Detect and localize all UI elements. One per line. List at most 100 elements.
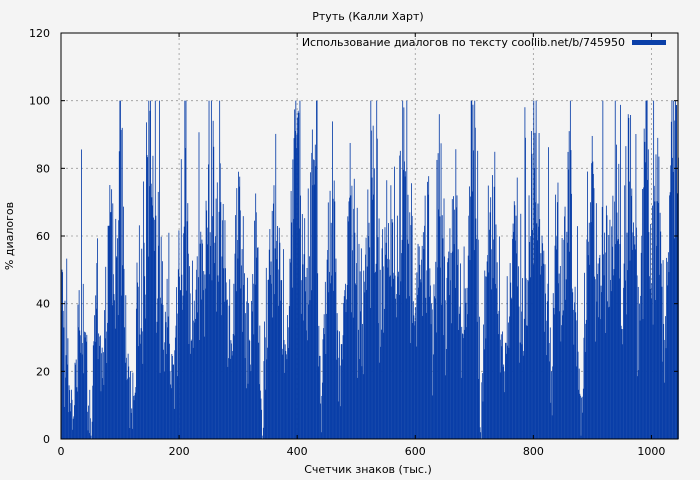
bar [100,391,102,439]
bar [376,138,378,439]
bar [652,205,653,439]
bar [670,165,672,440]
bar [533,168,535,439]
bar [643,128,645,440]
bar [237,258,239,439]
bar [147,157,149,440]
bar [514,205,516,439]
bar [120,129,122,439]
bar [513,201,515,439]
bar [592,161,594,440]
bar [480,432,482,439]
bar [440,143,442,439]
bar [356,207,358,439]
bar [647,149,649,439]
bar [182,309,183,439]
bar [566,242,568,439]
bar [184,148,186,440]
bar [517,286,519,439]
bar [457,264,459,439]
bar [374,272,376,439]
bar [298,228,300,439]
bar [637,286,639,439]
bar [657,137,659,439]
bar [560,341,562,439]
bar [66,258,68,439]
bar [455,149,457,439]
bar [566,231,568,439]
bar [90,435,92,439]
bar [278,305,280,439]
bar [400,281,402,439]
bar [395,298,397,439]
bar [199,340,201,439]
bar [94,315,95,439]
bar [401,253,402,439]
bar [79,330,81,439]
bar [294,130,296,440]
bar [213,146,215,439]
bar [212,120,214,440]
bar [665,348,667,439]
bar [174,350,176,439]
bar [338,357,340,439]
bar [451,323,453,439]
bar [426,270,428,439]
chart-title: Ртуть (Калли Харт) [312,10,423,23]
bar [497,334,499,439]
bar [386,180,388,439]
bar [296,134,298,440]
bar [410,225,412,439]
bar [328,292,330,439]
bar [285,354,287,439]
bar [221,256,223,439]
bar [196,269,198,439]
bar [420,282,422,439]
bar [168,232,170,439]
bar [461,333,463,439]
bar [381,248,383,439]
bar [412,323,414,439]
bar [199,243,201,439]
bar [429,268,431,439]
bar [596,301,598,439]
bar [362,323,363,439]
bar [62,272,64,439]
bar [405,298,407,439]
bar [529,277,531,439]
bar [617,240,619,439]
bar [232,351,234,439]
bar [511,299,513,439]
bar [631,188,633,439]
bar [331,275,333,439]
bar [644,162,646,440]
bar [539,219,541,439]
bar [112,274,114,439]
bar [333,180,335,439]
bar [370,100,372,440]
bar [385,242,387,439]
bar [207,227,209,439]
bar [406,239,408,439]
bar [597,274,598,439]
bar [343,296,345,439]
bar [247,383,249,439]
bar [636,227,637,439]
bar [532,264,534,439]
bar [387,267,389,439]
bar [114,328,116,439]
bar [397,276,399,439]
bar [671,100,673,440]
bar [644,141,646,439]
bar [652,324,654,439]
bar [155,215,157,439]
bar [304,218,306,439]
bar [336,313,338,439]
bar [195,318,196,439]
bar [285,351,287,439]
bar [413,315,415,439]
bar [599,254,601,439]
bar [378,218,380,439]
bar [534,132,536,439]
bar [86,411,88,439]
